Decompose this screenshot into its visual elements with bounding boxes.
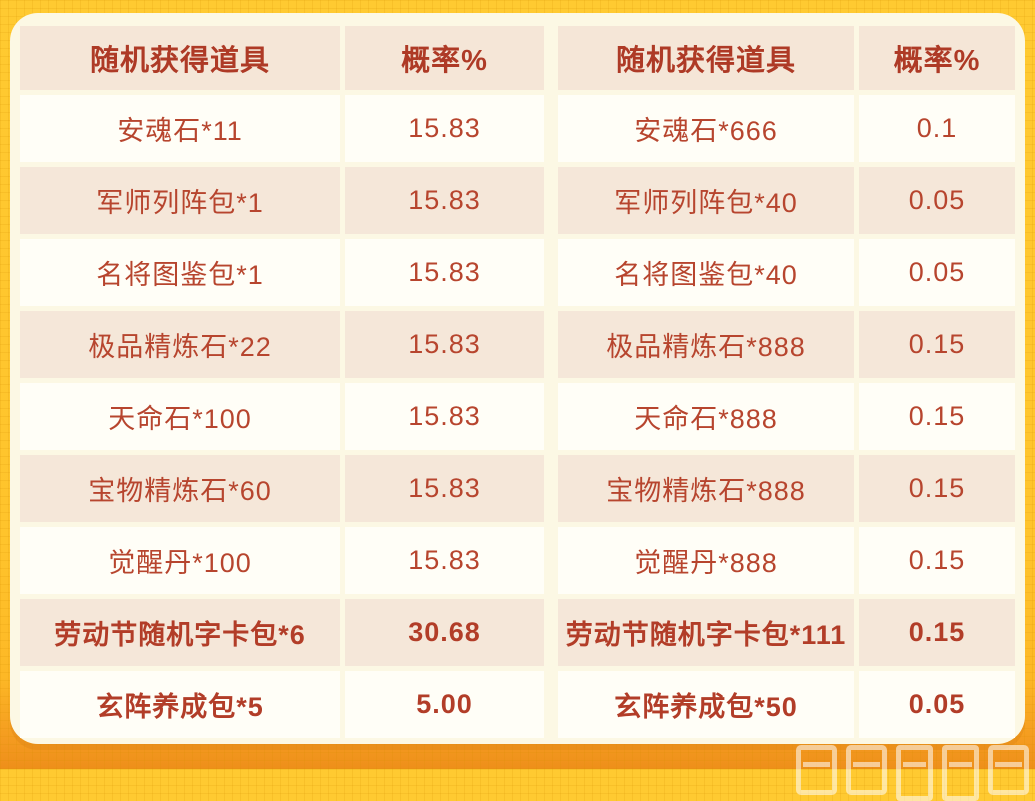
item-name-cell: 宝物精炼石*888	[558, 455, 854, 522]
table-row: 安魂石*666 0.1	[558, 95, 1015, 162]
watermark-glyph	[796, 745, 837, 795]
probability-cell: 15.83	[345, 455, 544, 522]
column-header-item: 随机获得道具	[558, 26, 854, 90]
table-row: 军师列阵包*1 15.83	[20, 167, 544, 234]
probability-cell: 15.83	[345, 167, 544, 234]
table-row: 觉醒丹*888 0.15	[558, 527, 1015, 594]
probability-cell: 0.05	[859, 167, 1015, 234]
probability-cell: 0.15	[859, 311, 1015, 378]
right-rate-table: 随机获得道具 概率% 安魂石*666 0.1 军师列阵包*40 0.05 名将图…	[553, 21, 1020, 743]
watermark-glyph	[896, 745, 933, 801]
probability-card: 随机获得道具 概率% 安魂石*11 15.83 军师列阵包*1 15.83 名将…	[10, 13, 1025, 744]
probability-cell: 15.83	[345, 95, 544, 162]
item-name-cell: 觉醒丹*100	[20, 527, 340, 594]
table-row: 宝物精炼石*60 15.83	[20, 455, 544, 522]
item-name-cell: 名将图鉴包*40	[558, 239, 854, 306]
table-row: 天命石*888 0.15	[558, 383, 1015, 450]
item-name-cell: 极品精炼石*888	[558, 311, 854, 378]
item-name-cell: 极品精炼石*22	[20, 311, 340, 378]
probability-cell: 15.83	[345, 527, 544, 594]
probability-cell: 15.83	[345, 383, 544, 450]
probability-cell: 0.15	[859, 383, 1015, 450]
probability-cell: 0.1	[859, 95, 1015, 162]
item-name-cell: 玄阵养成包*50	[558, 671, 854, 738]
table-row: 天命石*100 15.83	[20, 383, 544, 450]
table-row: 极品精炼石*22 15.83	[20, 311, 544, 378]
probability-cell: 0.15	[859, 455, 1015, 522]
table-row: 极品精炼石*888 0.15	[558, 311, 1015, 378]
watermark-glyph	[846, 745, 887, 795]
table-row: 劳动节随机字卡包*111 0.15	[558, 599, 1015, 666]
table-row: 安魂石*11 15.83	[20, 95, 544, 162]
table-header-row: 随机获得道具 概率%	[20, 26, 544, 90]
item-name-cell: 觉醒丹*888	[558, 527, 854, 594]
item-name-cell: 军师列阵包*1	[20, 167, 340, 234]
table-row: 宝物精炼石*888 0.15	[558, 455, 1015, 522]
table-row: 觉醒丹*100 15.83	[20, 527, 544, 594]
item-name-cell: 劳动节随机字卡包*111	[558, 599, 854, 666]
rate-tables-container: 随机获得道具 概率% 安魂石*11 15.83 军师列阵包*1 15.83 名将…	[10, 13, 1025, 743]
table-row: 劳动节随机字卡包*6 30.68	[20, 599, 544, 666]
left-rate-table: 随机获得道具 概率% 安魂石*11 15.83 军师列阵包*1 15.83 名将…	[15, 21, 549, 743]
table-row: 玄阵养成包*5 5.00	[20, 671, 544, 738]
item-name-cell: 劳动节随机字卡包*6	[20, 599, 340, 666]
probability-cell: 5.00	[345, 671, 544, 738]
watermark-glyph	[988, 745, 1029, 795]
item-name-cell: 宝物精炼石*60	[20, 455, 340, 522]
probability-cell: 0.15	[859, 599, 1015, 666]
probability-cell: 0.05	[859, 671, 1015, 738]
column-header-rate: 概率%	[859, 26, 1015, 90]
table-row: 名将图鉴包*1 15.83	[20, 239, 544, 306]
probability-cell: 15.83	[345, 311, 544, 378]
column-header-item: 随机获得道具	[20, 26, 340, 90]
item-name-cell: 天命石*888	[558, 383, 854, 450]
table-row: 玄阵养成包*50 0.05	[558, 671, 1015, 738]
item-name-cell: 名将图鉴包*1	[20, 239, 340, 306]
item-name-cell: 军师列阵包*40	[558, 167, 854, 234]
table-row: 军师列阵包*40 0.05	[558, 167, 1015, 234]
probability-cell: 15.83	[345, 239, 544, 306]
column-header-rate: 概率%	[345, 26, 544, 90]
watermark-glyph	[942, 745, 979, 801]
watermark-logo	[796, 745, 1029, 801]
probability-cell: 0.05	[859, 239, 1015, 306]
probability-cell: 30.68	[345, 599, 544, 666]
item-name-cell: 天命石*100	[20, 383, 340, 450]
table-row: 名将图鉴包*40 0.05	[558, 239, 1015, 306]
item-name-cell: 玄阵养成包*5	[20, 671, 340, 738]
table-header-row: 随机获得道具 概率%	[558, 26, 1015, 90]
probability-cell: 0.15	[859, 527, 1015, 594]
item-name-cell: 安魂石*666	[558, 95, 854, 162]
item-name-cell: 安魂石*11	[20, 95, 340, 162]
